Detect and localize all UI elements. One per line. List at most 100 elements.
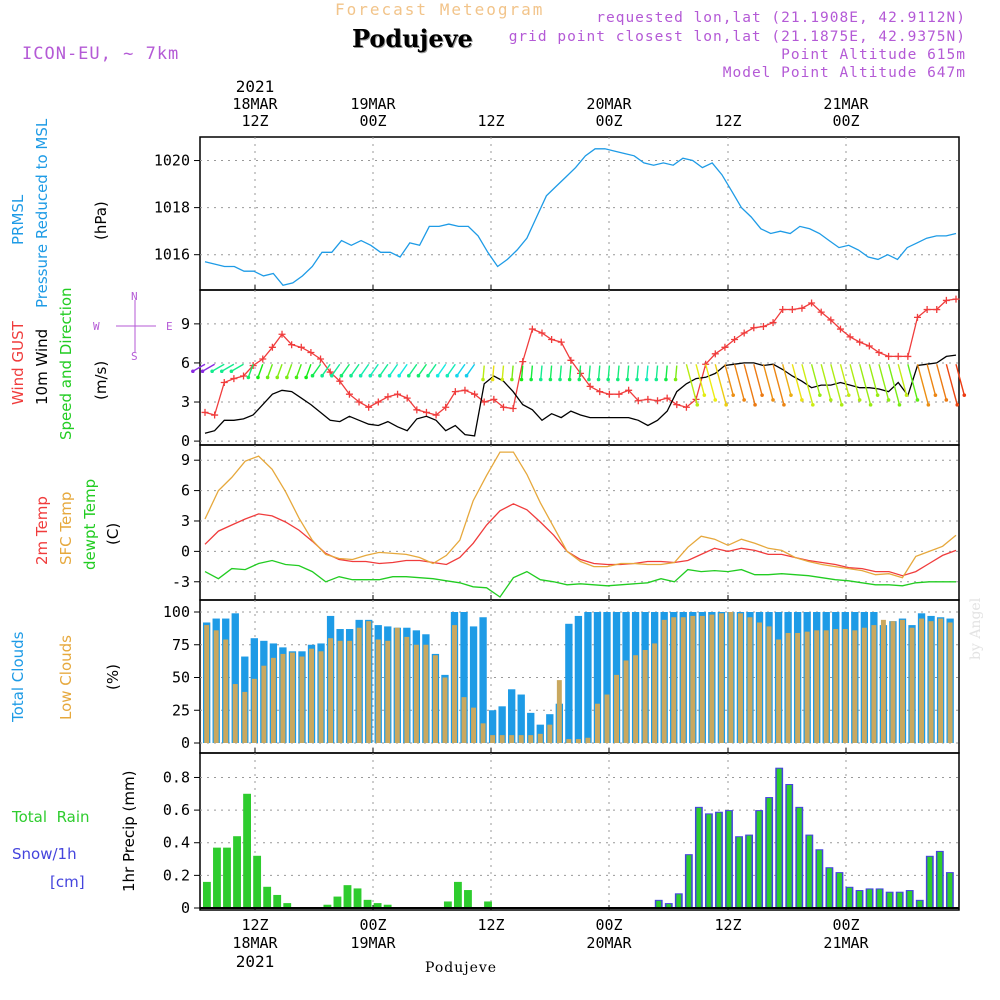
wind-arrow [695,364,705,396]
y-tick-label: 0 [181,899,190,917]
low-cloud-bar [690,615,696,743]
y-tick-label: -3 [172,573,190,591]
bottom-time-1: 00Z [359,916,387,934]
gust-marker [721,343,729,351]
wind-arrow-head [800,398,804,402]
wind-arrow [331,363,341,377]
wind-arrow-head [857,398,862,402]
low-cloud-bar [785,632,791,743]
low-cloud-bar [385,640,391,743]
y-tick-label: 6 [181,354,190,372]
top-time-4: 12Z [714,112,742,130]
low-cloud-bar [232,684,238,743]
low-cloud-bar [728,612,734,743]
wind-compass: N S E W [93,290,173,362]
low-cloud-bar [804,631,810,743]
wind-arrow-head [702,393,707,397]
wind-arrow-head [378,373,382,378]
low-cloud-bar [661,619,667,743]
low-cloud-bar [547,724,553,743]
wind-arrow [501,365,505,380]
wind-arrow-head [828,398,833,402]
wind-arrow [540,365,543,380]
compass-north: N [131,290,138,303]
wind-arrow [321,363,331,377]
panel-frame [199,752,960,911]
snow-bar-inner [917,900,923,908]
wind-arrow [887,364,901,405]
bottom-date-0: 18MAR [232,934,278,952]
wind-arrow-head [519,377,524,382]
gust-marker [259,355,267,363]
wind-arrow [859,364,872,405]
gust-marker [605,390,613,398]
gust-marker [779,306,787,314]
wind-arrow-head [339,373,344,378]
gust-marker [201,408,209,416]
low-cloud-bar [261,665,267,743]
low-cloud-bar [509,735,515,743]
wind-arrow-head [625,377,630,382]
wind-arrow [276,364,283,378]
snow-bar-inner [857,891,862,908]
y-tick-label: 0.8 [163,768,190,786]
wind-arrow-head [811,403,815,407]
wind-arrow-head [875,393,880,397]
total-cloud-bar [584,612,592,743]
total-cloud-bar [469,626,478,743]
gust-marker [634,397,642,405]
low-cloud-bar [833,629,839,743]
gust-marker [355,398,363,406]
wind-arrow [878,364,890,401]
low-cloud-bar [299,656,305,743]
snow-bar-inner [686,855,692,908]
wind-arrow-head [294,375,299,380]
low-cloud-bar [766,626,772,743]
y-tick-label: 0.4 [163,834,190,852]
wind-arrow [559,365,562,380]
wind-arrow [762,364,774,401]
wind-arrow-head [606,377,610,382]
snow-bar-inner [847,887,852,908]
bottom-date-3: 20MAR [586,934,632,952]
gust-marker [557,338,565,346]
total-cloud-bar [565,623,573,743]
snow-bar-inner [927,856,933,908]
y-tick-label: 50 [172,669,190,687]
wind-arrow-head [387,373,392,378]
gust-marker [461,386,469,394]
top-time-2: 12Z [477,112,505,130]
wind-arrow [286,364,293,378]
low-cloud-bar [814,630,820,743]
rain-bar [223,847,231,908]
low-cloud-bar [594,703,600,743]
low-cloud-bar [709,614,715,743]
wind-arrow [907,364,919,401]
wind-arrow [427,363,437,377]
snow-bar-inner [666,904,672,908]
low-cloud-bar [604,694,610,743]
y-tick-label: 0 [181,432,190,450]
wind-arrow-head [529,377,533,382]
snow-bar-inner [937,851,943,908]
series-wind-gust [204,298,957,416]
point-altitude: Point Altitude 615m [781,47,966,63]
y-tick-label: 1018 [154,199,190,217]
low-cloud-bar [404,636,410,743]
compass-south: S [131,350,138,362]
gust-marker [798,304,806,312]
wind-arrow [417,363,428,377]
gust-marker [230,375,238,383]
wind-arrow [645,365,649,380]
gust-marker [894,352,902,360]
rain-bar [454,881,462,908]
wind-arrow [379,363,389,377]
snow-bar-inner [806,835,812,908]
gust-marker [904,352,912,360]
wind-arrow-head [644,377,649,382]
gust-marker [442,403,450,411]
low-cloud-bar [614,674,619,743]
low-cloud-bar [671,617,677,743]
wind-arrow [801,364,814,405]
model-label: ICON-EU, ~ 7km [22,44,180,64]
